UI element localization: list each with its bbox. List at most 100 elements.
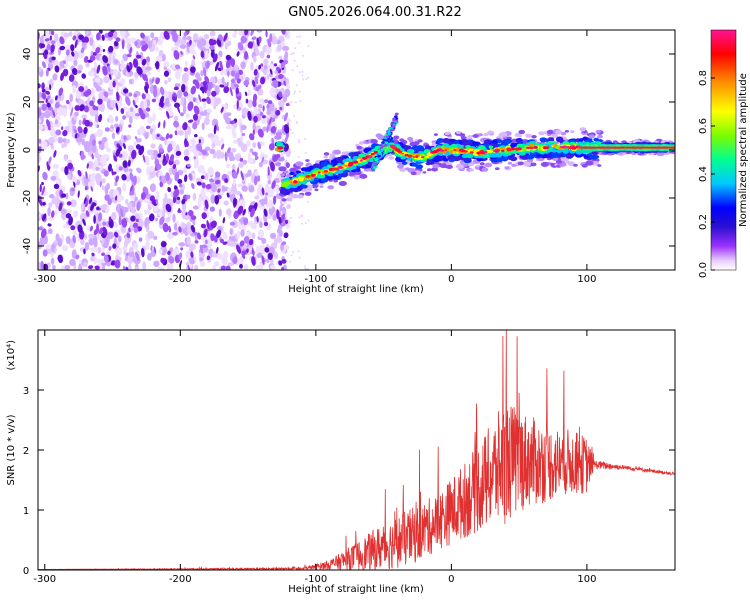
noise-speckle	[155, 190, 160, 201]
noise-blob	[259, 111, 264, 117]
ridge-cell	[483, 132, 489, 137]
noise-blob	[280, 61, 286, 69]
noise-speckle	[282, 206, 287, 216]
noise-blob	[103, 170, 109, 177]
noise-speckle	[65, 138, 70, 144]
noise-speckle	[111, 211, 117, 221]
noise-speckle	[95, 86, 102, 92]
noise-blob	[145, 81, 150, 89]
noise-blob	[70, 225, 76, 231]
ridge-cell	[363, 167, 370, 172]
noise-speckle	[201, 122, 205, 131]
noise-blob	[283, 143, 289, 152]
noise-blob	[45, 68, 49, 77]
noise-blob	[70, 187, 76, 192]
noise-speckle	[238, 255, 245, 266]
noise-speckle	[259, 98, 264, 104]
ridge-cell	[494, 167, 500, 171]
noise-blob	[145, 125, 151, 130]
noise-speckle	[145, 71, 151, 77]
noise-speckle	[86, 98, 91, 108]
noise-blob	[220, 106, 224, 113]
colorbar-ticks: 0.00.20.40.60.8	[698, 70, 715, 278]
noise-blob	[229, 221, 236, 226]
noise-blob	[92, 52, 97, 56]
noise-blob	[229, 120, 236, 125]
noise-blob	[173, 50, 180, 60]
noise-blob	[102, 55, 109, 63]
noise-blob	[268, 143, 275, 151]
noise-blob	[51, 210, 55, 218]
noise-blob	[176, 104, 181, 114]
noise-blob	[281, 258, 287, 264]
noise-speckle	[297, 156, 300, 159]
noise-blob	[214, 61, 219, 72]
noise-blob	[239, 193, 243, 199]
noise-blob	[193, 105, 200, 115]
ridge-cell	[329, 156, 333, 159]
noise-blob	[74, 105, 81, 111]
figure-title: GN05.2026.064.00.31.R22	[288, 5, 462, 20]
noise-blob	[206, 82, 213, 91]
noise-blob	[271, 180, 276, 189]
noise-blob	[215, 171, 221, 178]
noise-speckle	[293, 59, 296, 62]
noise-speckle	[179, 44, 187, 49]
noise-speckle	[200, 188, 206, 198]
noise-blob	[87, 265, 94, 270]
noise-blob	[167, 250, 171, 255]
noise-speckle	[240, 143, 248, 153]
noise-blob	[190, 85, 197, 95]
ridge-cell	[420, 156, 425, 159]
noise-speckle	[199, 260, 206, 268]
noise-speckle	[173, 115, 179, 122]
noise-blob	[127, 159, 131, 167]
noise-speckle	[60, 208, 67, 215]
noise-speckle	[99, 165, 104, 171]
noise-blob	[64, 165, 69, 176]
noise-blob	[178, 252, 183, 260]
ridge-cell	[444, 149, 448, 151]
ridge-streak-cell	[383, 144, 388, 147]
noise-speckle	[63, 224, 69, 229]
ridge-cell	[317, 171, 321, 174]
noise-blob	[46, 102, 51, 108]
noise-blob	[206, 255, 211, 261]
noise-blob	[173, 120, 180, 128]
noise-blob	[253, 175, 258, 186]
noise-blob	[239, 157, 244, 162]
noise-blob	[120, 207, 123, 218]
noise-speckle	[107, 231, 114, 240]
noise-blob	[225, 58, 232, 69]
noise-speckle	[53, 196, 60, 205]
noise-speckle	[45, 244, 52, 249]
noise-speckle	[183, 149, 190, 157]
noise-speckle	[271, 35, 278, 45]
noise-blob	[168, 256, 175, 264]
noise-blob	[200, 175, 205, 180]
ridge-cell	[500, 156, 509, 161]
ridge-cell	[568, 146, 573, 150]
ridge-cell	[477, 133, 484, 137]
noise-speckle	[258, 262, 264, 270]
noise-speckle	[248, 157, 254, 164]
noise-speckle	[171, 46, 175, 53]
noise-speckle	[90, 87, 95, 98]
noise-blob	[214, 179, 221, 185]
noise-speckle	[203, 117, 210, 126]
noise-speckle	[194, 158, 199, 167]
noise-speckle	[221, 76, 225, 85]
noise-speckle	[57, 136, 63, 144]
noise-blob	[267, 166, 270, 177]
noise-blob	[136, 66, 143, 75]
ridge-cell	[281, 198, 287, 202]
noise-blob	[269, 68, 273, 75]
noise-blob	[206, 96, 211, 105]
noise-speckle	[133, 242, 139, 251]
noise-speckle	[121, 57, 125, 67]
ridge-cell	[300, 180, 308, 185]
noise-blob	[44, 38, 50, 42]
ridge-cell	[526, 154, 535, 160]
noise-blob	[227, 147, 231, 154]
noise-speckle	[256, 252, 263, 259]
